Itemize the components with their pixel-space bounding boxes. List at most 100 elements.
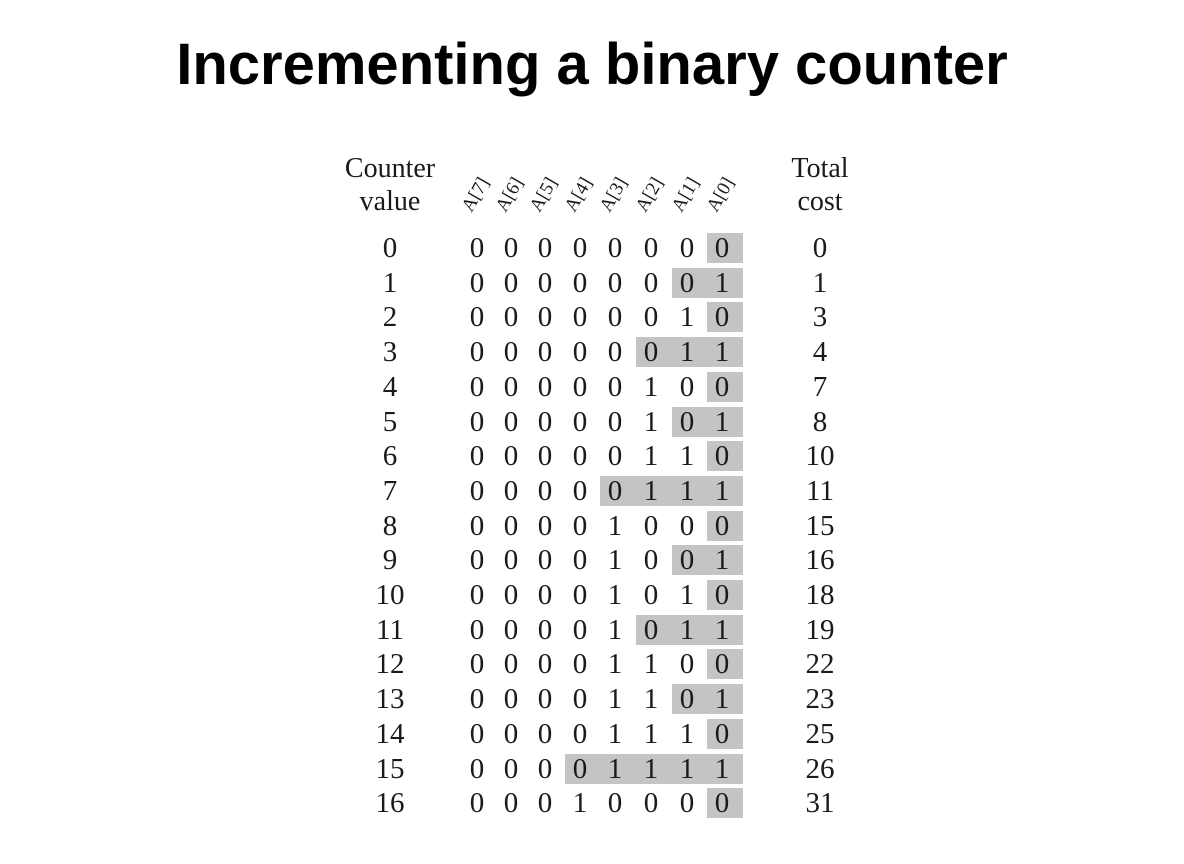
bit-cell: 1 <box>714 752 730 785</box>
counter-value-cell: 3 <box>382 336 398 369</box>
bit-cell: 0 <box>643 232 659 264</box>
bit-cell: 1 <box>643 717 659 750</box>
bit-header-7: A[0] <box>702 173 739 216</box>
bit-cell: 0 <box>503 579 519 611</box>
bit-cell: 1 <box>607 683 623 716</box>
total-cost-header: Total cost <box>760 152 880 218</box>
counter-value-cell: 15 <box>375 752 405 785</box>
bit-cell: 0 <box>469 544 485 577</box>
slide-title: Incrementing a binary counter <box>176 32 1008 97</box>
bit-cell: 0 <box>503 405 519 438</box>
bit-header-4: A[3] <box>595 173 632 216</box>
bit-cell: 1 <box>714 683 730 716</box>
counter-value-cell: 16 <box>375 787 405 820</box>
bit-cell: 0 <box>714 717 730 750</box>
bit-header-3: A[4] <box>560 173 597 216</box>
counter-value-cell: 0 <box>382 232 398 264</box>
flip-highlight <box>564 753 743 784</box>
bit-cell: 0 <box>607 405 623 438</box>
bit-cell: 0 <box>537 579 553 611</box>
bit-cell: 0 <box>537 474 553 507</box>
bit-cell: 0 <box>643 266 659 299</box>
bit-cell: 0 <box>572 752 588 785</box>
bit-cell: 0 <box>503 544 519 577</box>
bit-cell: 1 <box>679 336 695 369</box>
bit-cell: 0 <box>469 405 485 438</box>
bit-cell: 0 <box>503 509 519 542</box>
bit-cell: 0 <box>537 683 553 716</box>
bit-cell: 0 <box>537 266 553 299</box>
bit-cell: 0 <box>503 232 519 264</box>
bit-cell: 0 <box>469 648 485 681</box>
total-cost-cell: 1 <box>812 266 828 299</box>
total-cost-cell: 3 <box>812 301 828 334</box>
bit-cell: 0 <box>714 370 730 403</box>
bit-cell: 1 <box>607 648 623 681</box>
bit-cell: 1 <box>714 474 730 507</box>
bit-cell: 1 <box>714 544 730 577</box>
bit-cell: 0 <box>679 544 695 577</box>
bit-cell: 0 <box>572 474 588 507</box>
bit-cell: 0 <box>503 370 519 403</box>
bit-cell: 0 <box>537 370 553 403</box>
bit-cell: 0 <box>572 370 588 403</box>
bit-cell: 0 <box>607 232 623 264</box>
bit-header-2: A[5] <box>525 173 562 216</box>
bit-cell: 0 <box>503 683 519 716</box>
total-cost-cell: 15 <box>805 509 835 542</box>
bit-cell: 0 <box>537 544 553 577</box>
total-cost-cell: 31 <box>805 787 835 820</box>
bit-cell: 0 <box>643 787 659 820</box>
bit-cell: 0 <box>714 232 730 264</box>
bit-cell: 1 <box>572 787 588 820</box>
bit-cell: 1 <box>679 613 695 646</box>
flip-highlight <box>706 580 743 610</box>
bit-cell: 0 <box>537 787 553 820</box>
bit-cell: 0 <box>469 266 485 299</box>
flip-highlight <box>671 267 743 298</box>
bit-cell: 0 <box>679 266 695 299</box>
bit-cell: 0 <box>469 370 485 403</box>
bit-cell: 1 <box>643 648 659 681</box>
bit-cell: 0 <box>469 683 485 716</box>
total-cost-cell: 7 <box>812 370 828 403</box>
bit-cell: 1 <box>607 544 623 577</box>
flip-highlight <box>671 545 743 576</box>
bit-cell: 0 <box>607 336 623 369</box>
bit-cell: 0 <box>679 370 695 403</box>
total-cost-cell: 18 <box>805 579 835 611</box>
bit-cell: 0 <box>537 405 553 438</box>
cost-header-line-1: Total <box>791 153 849 184</box>
bit-cell: 0 <box>572 405 588 438</box>
bit-cell: 1 <box>643 405 659 438</box>
bit-cell: 1 <box>607 613 623 646</box>
flip-highlight <box>671 406 743 437</box>
counter-header-line-2: value <box>359 186 421 217</box>
bit-cell: 0 <box>679 787 695 820</box>
bit-cell: 0 <box>643 579 659 611</box>
bit-cell: 0 <box>503 717 519 750</box>
bit-cell: 0 <box>572 440 588 473</box>
counter-value-cell: 7 <box>382 474 398 507</box>
bit-cell: 0 <box>714 440 730 473</box>
bit-cell: 0 <box>503 613 519 646</box>
bit-cell: 0 <box>607 301 623 334</box>
bit-cell: 1 <box>714 405 730 438</box>
bit-cell: 1 <box>643 440 659 473</box>
bit-cell: 0 <box>572 509 588 542</box>
bit-cell: 0 <box>469 440 485 473</box>
bit-cell: 1 <box>643 370 659 403</box>
bit-cell: 1 <box>607 509 623 542</box>
flip-highlight <box>706 441 743 472</box>
bit-cell: 0 <box>572 266 588 299</box>
bit-cell: 0 <box>572 717 588 750</box>
bit-cell: 1 <box>679 717 695 750</box>
bit-cell: 0 <box>607 370 623 403</box>
total-cost-cell: 19 <box>805 613 835 646</box>
bit-cell: 1 <box>714 613 730 646</box>
flip-highlight <box>706 302 743 333</box>
bit-cell: 0 <box>469 579 485 611</box>
bit-cell: 0 <box>503 440 519 473</box>
bit-cell: 0 <box>503 474 519 507</box>
bit-header-1: A[6] <box>491 173 528 216</box>
